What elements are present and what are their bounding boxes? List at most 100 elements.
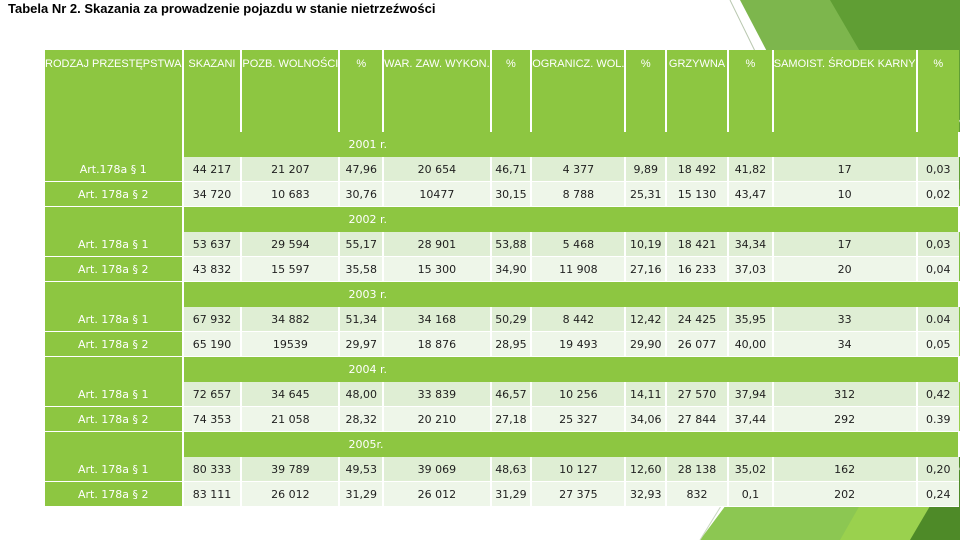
value-cell: 34,06 [625,406,667,432]
value-cell: 31,29 [490,481,533,507]
value-cell: 80 333 [182,457,243,482]
value-cell: 28,32 [339,406,385,432]
value-cell: 20 654 [383,157,492,182]
value-cell: 35,58 [339,256,385,282]
table-row: Art. 178a § 1 67 932 34 882 51,34 34 168 50,2… [45,307,959,332]
value-cell: 10 256 [531,382,627,407]
column-header: SKAZANI [182,50,243,132]
value-cell: 43,47 [728,181,774,207]
value-cell: 0.04 [916,307,959,332]
year-cell: 2005r. [182,431,960,457]
value-cell: 48,00 [339,382,385,407]
table-row: Art. 178a § 1 80 333 39 789 49,53 39 069 48,6… [45,457,959,482]
year-cell: 2004 r. [182,356,960,382]
year-cell: 2002 r. [182,206,960,232]
value-cell: 18 492 [665,157,730,182]
value-cell: 25 327 [531,406,627,432]
value-cell: 16 233 [665,256,730,282]
year-row-spacer [45,356,184,382]
offense-cell: Art. 178a § 1 [45,382,184,407]
value-cell: 26 012 [383,481,492,507]
value-cell: 28 138 [665,457,730,482]
value-cell: 53 637 [182,232,243,257]
value-cell: 49,53 [339,457,385,482]
table-row: Art. 178a § 2 83 111 26 012 31,29 26 012 31,2… [45,481,959,507]
value-cell: 20 [772,256,918,282]
value-cell: 33 839 [383,382,492,407]
value-cell: 10 683 [241,181,341,207]
value-cell: 34 168 [383,307,492,332]
value-cell: 33 [772,307,918,332]
value-cell: 34 720 [182,181,243,207]
value-cell: 27 375 [531,481,627,507]
value-cell: 50,29 [490,307,533,332]
value-cell: 18 421 [665,232,730,257]
table-row: Art. 178a § 1 72 657 34 645 48,00 33 839 46,5… [45,382,959,407]
value-cell: 12,60 [625,457,667,482]
offense-cell: Art. 178a § 2 [45,331,184,357]
offense-cell: Art. 178a § 1 [45,232,184,257]
value-cell: 65 190 [182,331,243,357]
year-row-spacer [45,431,184,457]
offense-cell: Art. 178a § 2 [45,406,184,432]
value-cell: 67 932 [182,307,243,332]
value-cell: 0.39 [916,406,959,432]
convictions-table: RODZAJ PRZESTĘPSTWA SKAZANI POZB. WOLNOŚCI… [45,50,960,507]
value-cell: 20 210 [383,406,492,432]
value-cell: 46,71 [490,157,533,182]
value-cell: 21 058 [241,406,341,432]
value-cell: 15 597 [241,256,341,282]
year-row-spacer [45,206,184,232]
value-cell: 19 493 [531,331,627,357]
value-cell: 17 [772,232,918,257]
value-cell: 10,19 [625,232,667,257]
value-cell: 17 [772,157,918,182]
value-cell: 162 [772,457,918,482]
value-cell: 30,15 [490,181,533,207]
offense-cell: Art. 178a § 2 [45,481,184,507]
value-cell: 26 077 [665,331,730,357]
value-cell: 15 300 [383,256,492,282]
value-cell: 25,31 [625,181,667,207]
year-row: 2003 r. [45,281,960,307]
year-row: 2004 r. [45,356,960,382]
value-cell: 12,42 [625,307,667,332]
year-row: 2005r. [45,431,960,457]
value-cell: 31,29 [339,481,385,507]
year-cell: 2003 r. [182,281,960,307]
value-cell: 40,00 [728,331,774,357]
value-cell: 0,03 [916,157,959,182]
value-cell: 48,63 [490,457,533,482]
value-cell: 34,34 [728,232,774,257]
column-header: WAR. ZAW. WYKON. [383,50,492,132]
value-cell: 0,24 [916,481,959,507]
value-cell: 83 111 [182,481,243,507]
value-cell: 44 217 [182,157,243,182]
value-cell: 27,16 [625,256,667,282]
column-header: GRZYWNA [665,50,730,132]
value-cell: 29 594 [241,232,341,257]
year-label: 2003 r. [348,288,388,301]
year-label: 2005r. [348,438,384,451]
value-cell: 39 789 [241,457,341,482]
year-row: 2002 r. [45,206,960,232]
table-row: Art. 178a § 1 53 637 29 594 55,17 28 901 53,8… [45,232,959,257]
value-cell: 21 207 [241,157,341,182]
table-row: Art. 178a § 2 34 720 10 683 30,76 10477 30,15… [45,181,959,207]
value-cell: 9,89 [625,157,667,182]
value-cell: 8 442 [531,307,627,332]
value-cell: 55,17 [339,232,385,257]
value-cell: 18 876 [383,331,492,357]
year-row-spacer [45,132,184,157]
value-cell: 0,1 [728,481,774,507]
table-row: Art. 178a § 2 65 190 19539 29,97 18 876 28,95… [45,331,959,357]
value-cell: 34,90 [490,256,533,282]
table-row: Art. 178a § 2 43 832 15 597 35,58 15 300 34,9… [45,256,959,282]
offense-cell: Art. 178a § 1 [45,307,184,332]
value-cell: 5 468 [531,232,627,257]
value-cell: 74 353 [182,406,243,432]
value-cell: 37,03 [728,256,774,282]
value-cell: 202 [772,481,918,507]
value-cell: 37,44 [728,406,774,432]
value-cell: 30,76 [339,181,385,207]
